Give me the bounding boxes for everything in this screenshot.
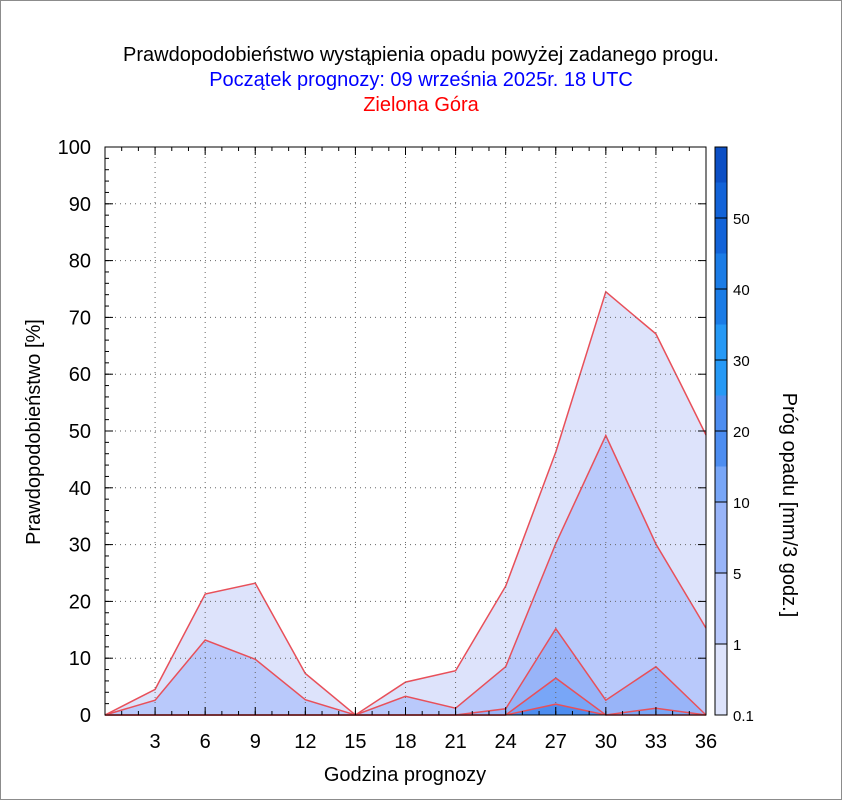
x-tick-label: 18 [394, 731, 416, 753]
x-tick-label: 33 [645, 731, 667, 753]
x-tick-label: 9 [250, 731, 261, 753]
x-tick-label: 12 [294, 731, 316, 753]
x-axis-label: Godzina prognozy [324, 764, 486, 786]
x-tick-label: 30 [595, 731, 617, 753]
colorbar-band [715, 466, 727, 502]
colorbar-tick-label: 30 [733, 353, 750, 370]
probability-areas [104, 290, 707, 716]
colorbar-band [715, 502, 727, 538]
colorbar-tick-label: 0.1 [733, 708, 754, 725]
y-tick-label: 80 [69, 251, 91, 273]
y-tick-label: 90 [69, 194, 91, 216]
tick-labels: 3 6 9 12 15 18 21 24 27 30 33 360102030405060708090… [58, 137, 718, 753]
colorbar-band [715, 218, 727, 254]
colorbar-tick-label: 50 [733, 211, 750, 228]
colorbar-band [715, 644, 727, 680]
x-tick-label: 15 [344, 731, 366, 753]
colorbar-band [715, 395, 727, 431]
y-tick-label: 70 [69, 307, 91, 329]
y-tick-label: 20 [69, 591, 91, 613]
x-tick-label: 3 [150, 731, 161, 753]
colorbar-label: Próg opadu [mm/3 godz.] [778, 393, 800, 618]
axes [104, 146, 707, 716]
chart-subtitle: Początek prognozy: 09 września 2025r. 18… [209, 69, 633, 91]
x-tick-label: 6 [200, 731, 211, 753]
y-tick-label: 40 [69, 478, 91, 500]
colorbar-band [715, 360, 727, 396]
x-tick-label: 27 [545, 731, 567, 753]
colorbar-band [715, 537, 727, 573]
colorbar-tick-label: 40 [733, 282, 750, 299]
colorbar-band [715, 608, 727, 644]
colorbar-band [715, 147, 727, 183]
colorbar-tick-label: 10 [733, 495, 750, 512]
station-name: Zielona Góra [363, 94, 479, 116]
y-tick-label: 100 [58, 137, 91, 159]
y-tick-label: 30 [69, 535, 91, 557]
y-tick-label: 0 [80, 705, 91, 727]
colorbar-band [715, 289, 727, 325]
colorbar-band [715, 182, 727, 218]
colorbar: 0.1 1 5 10 20 30 40 50 [714, 146, 754, 725]
y-tick-label: 60 [69, 364, 91, 386]
y-tick-label: 10 [69, 648, 91, 670]
colorbar-band [715, 253, 727, 289]
colorbar-band [715, 324, 727, 360]
x-tick-label: 36 [695, 731, 717, 753]
y-axis-label: Prawdopodobieństwo [%] [23, 319, 45, 545]
colorbar-tick-label: 1 [733, 637, 741, 654]
y-tick-label: 50 [69, 421, 91, 443]
line-threshold-1 [104, 433, 707, 716]
colorbar-tick-label: 5 [733, 566, 741, 583]
x-tick-label: 24 [495, 731, 517, 753]
chart-title: Prawdopodobieństwo wystąpienia opadu pow… [123, 44, 719, 66]
colorbar-band [715, 679, 727, 715]
x-tick-label: 21 [444, 731, 466, 753]
colorbar-band [715, 431, 727, 467]
colorbar-band [715, 573, 727, 609]
colorbar-tick-label: 20 [733, 424, 750, 441]
gridlines [105, 147, 706, 715]
